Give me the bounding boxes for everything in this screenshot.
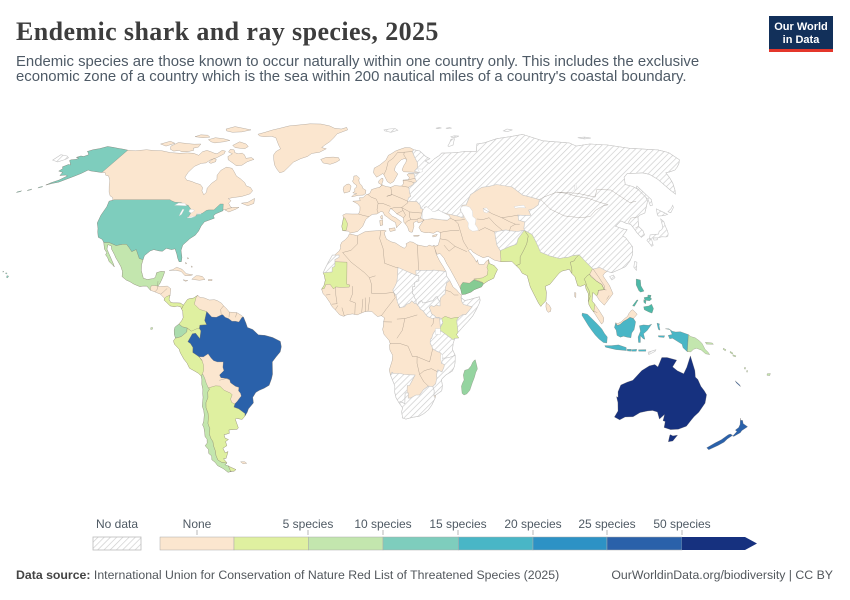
svg-text:5 species: 5 species [283, 517, 334, 531]
svg-text:15 species: 15 species [429, 517, 486, 531]
svg-text:20 species: 20 species [504, 517, 561, 531]
svg-text:50 species: 50 species [653, 517, 710, 531]
svg-text:10 species: 10 species [354, 517, 411, 531]
svg-text:No data: No data [96, 517, 138, 531]
svg-text:None: None [183, 517, 212, 531]
svg-text:25 species: 25 species [578, 517, 635, 531]
